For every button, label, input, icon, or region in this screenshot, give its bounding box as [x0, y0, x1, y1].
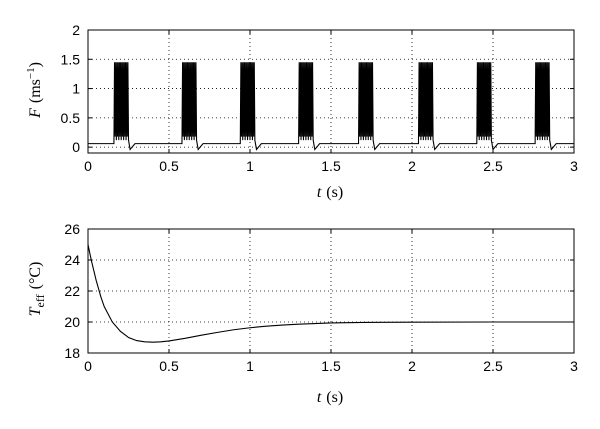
temperature-ticks: 0 0.5 1 1.5 2 2.5 3 18 20 22 24 26	[64, 221, 578, 374]
y-tick-label: 24	[64, 252, 80, 268]
x-tick-label: 2.5	[483, 158, 503, 174]
temperature-y-axis-label: Teff(°C)	[27, 262, 47, 317]
x-tick-label: 1.5	[321, 358, 341, 374]
x-tick-label: 2.5	[483, 358, 503, 374]
x-tick-label: 0.5	[159, 158, 179, 174]
x-tick-label: 3	[570, 358, 578, 374]
force-ticks: 0 0.5 1 1.5 2 2.5 3 0 0.5 1 1.5 2	[61, 22, 579, 174]
x-tick-label: 1	[246, 358, 254, 374]
x-tick-label: 1	[246, 158, 254, 174]
y-tick-label: 1	[72, 81, 80, 97]
y-tick-label: 26	[64, 221, 80, 237]
y-tick-label: 20	[64, 314, 80, 330]
x-tick-label: 0	[84, 158, 92, 174]
x-tick-label: 0	[84, 358, 92, 374]
force-series-line	[88, 62, 574, 151]
y-tick-label: 1.5	[61, 51, 81, 67]
y-tick-label: 0.5	[61, 110, 81, 126]
x-tick-label: 2	[408, 358, 416, 374]
y-tick-label: 22	[64, 283, 80, 299]
x-tick-label: 1.5	[321, 158, 341, 174]
y-tick-label: 18	[64, 345, 80, 361]
y-tick-label: 0	[72, 139, 80, 155]
force-grid	[88, 30, 574, 153]
temperature-panel: 0 0.5 1 1.5 2 2.5 3 18 20 22 24 26 Teff(°C) t (s)	[27, 221, 578, 406]
x-tick-label: 2	[408, 158, 416, 174]
y-tick-label: 2	[72, 22, 80, 38]
force-y-axis-label: F(ms−1)	[25, 62, 44, 119]
temperature-series-line	[87, 244, 574, 343]
force-panel: 0 0.5 1 1.5 2 2.5 3 0 0.5 1 1.5 2 F(ms−1) t (s)	[25, 22, 578, 201]
temperature-grid	[88, 229, 574, 353]
force-x-axis-label: t (s)	[317, 184, 343, 201]
x-tick-label: 0.5	[159, 358, 179, 374]
x-tick-label: 3	[570, 158, 578, 174]
temperature-x-axis-label: t (s)	[317, 389, 343, 406]
